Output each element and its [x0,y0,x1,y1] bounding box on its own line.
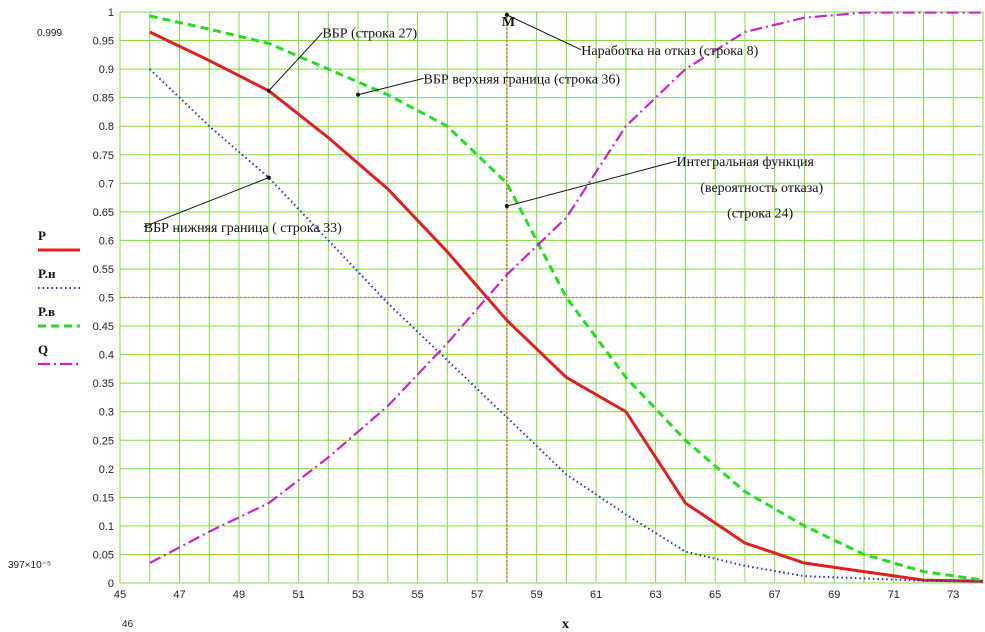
left-bottom-value: 397×10⁻⁵ [8,560,51,571]
legend-label: P.н [38,266,56,281]
mttf-label: M [502,15,515,30]
x-tick-label: 47 [173,589,185,601]
legend-label: Q [38,342,48,357]
annotation-text: (вероятность отказа) [700,181,823,196]
series-group [149,11,984,583]
legend-label: P [38,228,46,243]
annotation-text: ВБР (строка 27) [322,27,417,42]
annotation-text: ВБР нижняя граница ( строка 33) [144,221,342,236]
y-tick-label: 1 [108,7,114,19]
annotation-point [504,12,509,17]
x-tick-label: 73 [947,589,959,601]
y-tick-label: 0.9 [99,64,114,76]
x-tick-label: 57 [471,589,483,601]
annotation-leader [506,14,582,51]
x-tick-label: 71 [888,589,900,601]
x-tick-label: 65 [709,589,721,601]
x-tick-label: 49 [233,589,245,601]
reference-lines: M [120,12,983,583]
annotation-text: ВБР верхняя граница (строка 36) [424,72,621,87]
y-tick-label: 0.6 [99,235,114,247]
annotation-text: Наработка на отказ (строка 8) [581,44,758,59]
x-axis-label: x [562,617,569,632]
y-tick-label: 0.5 [99,293,114,305]
annotation-point [266,88,271,93]
y-tick-label: 0.45 [93,321,114,333]
y-tick-label: 0.25 [93,435,114,447]
x-tick-label: 67 [769,589,781,601]
series-line-1 [149,68,984,583]
series-line-2 [149,14,984,582]
annotation-leader [506,160,677,207]
y-tick-label: 0.95 [93,36,114,48]
legend-label: P.в [38,304,55,319]
annotations: ВБР (строка 27) ВБР верхняя граница (стро… [143,12,824,236]
tick-labels: 0 0.05 0.1 0.15 0.2 0.25 0.3 0.35 0.4 0.45 0.5 0.55… [93,7,960,601]
annotation-point [356,92,361,97]
annotation-text: Интегральная функция [676,155,814,170]
y-tick-label: 0.3 [99,407,114,419]
x-tick-label: 61 [590,589,602,601]
y-tick-label: 0.7 [99,178,114,190]
series-line-0 [149,30,984,583]
y-tick-label: 0.65 [93,207,114,219]
series-line-3 [149,11,983,564]
annotation-point [504,204,509,209]
y-tick-label: 0.15 [93,492,114,504]
annotation-leader [268,32,323,92]
y-tick-label: 0.8 [99,121,114,133]
annotation-text: (строка 24) [727,207,793,222]
y-tick-label: 0.2 [99,464,114,476]
annotation-point [266,175,271,180]
annotation-leader [143,177,269,228]
y-tick-label: 0.55 [93,264,114,276]
x-tick-label: 51 [292,589,304,601]
y-tick-label: 0.4 [99,350,114,362]
y-tick-label: 0.35 [93,378,114,390]
y-tick-label: 0.1 [99,521,114,533]
x-tick-label: 59 [530,589,542,601]
y-tick-label: 0.85 [93,93,114,105]
bottom-left-value: 46 [122,619,134,630]
x-tick-label: 55 [411,589,423,601]
annotation-leader [357,77,424,96]
left-top-value: 0.999 [37,28,62,39]
x-tick-label: 69 [828,589,840,601]
x-tick-label: 53 [352,589,364,601]
x-tick-label: 63 [650,589,662,601]
legend: P P.н P.в Q [38,228,80,366]
y-tick-label: 0.05 [93,549,114,561]
x-tick-label: 45 [114,589,126,601]
y-tick-label: 0.75 [93,150,114,162]
y-tick-label: 0 [108,578,114,590]
